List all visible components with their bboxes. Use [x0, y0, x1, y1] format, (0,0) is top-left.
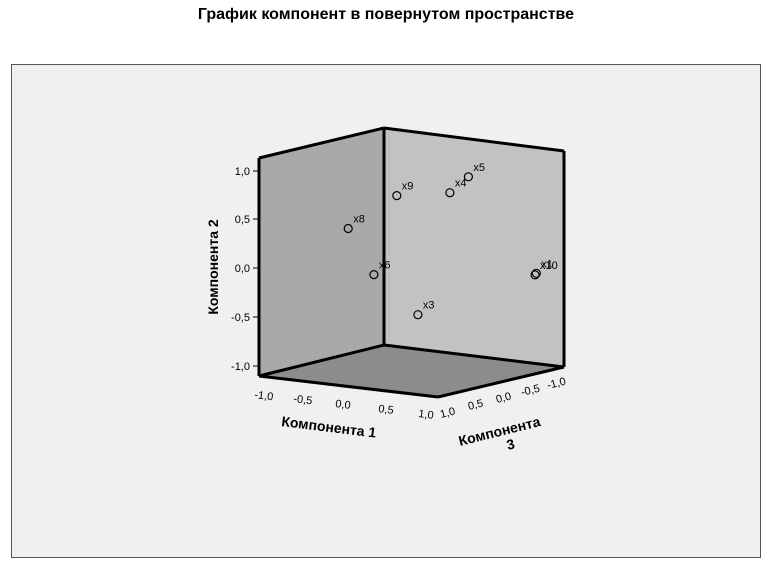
- z-tick-label: -1,0: [546, 376, 567, 392]
- edge-floor-front-left: [258, 374, 439, 399]
- y-tick-label: -1,0: [231, 361, 250, 373]
- data-point-x6: [369, 270, 379, 280]
- x-tick-label: 1,0: [418, 408, 435, 422]
- y-tick-label: -0,5: [231, 312, 250, 324]
- y-tick-label: 0,5: [235, 214, 250, 226]
- y-tick-label: 0,0: [235, 263, 250, 275]
- data-point-x10: [530, 270, 540, 280]
- data-point-x5: [463, 172, 473, 182]
- data-point-x9: [392, 191, 402, 201]
- z-tick-label: 0,0: [495, 391, 513, 406]
- point-label-x6: x6: [379, 260, 391, 272]
- point-label-x5: x5: [473, 162, 485, 174]
- data-point-x4: [445, 188, 455, 198]
- x-tick-label: -1,0: [254, 389, 274, 403]
- edge-top-left: [258, 126, 385, 160]
- point-label-x9: x9: [402, 181, 414, 193]
- z-axis-label-line2: 3: [505, 435, 517, 452]
- data-point-x3: [413, 310, 423, 320]
- point-label-x8: x8: [353, 214, 365, 226]
- chart-title: График компонент в повернутом пространст…: [197, 6, 575, 23]
- right-wall: [384, 128, 564, 367]
- x-tick-label: 0,5: [378, 403, 395, 417]
- point-label-x1: x1: [541, 258, 553, 270]
- left-wall: [259, 128, 384, 376]
- edge-floor-front-right: [437, 365, 565, 399]
- x-tick-label: -0,5: [293, 393, 313, 407]
- edge-floor-back-left: [258, 343, 385, 378]
- point-label-x3: x3: [423, 300, 435, 312]
- edge-floor-back-right: [383, 343, 565, 369]
- z-tick-label: 0,5: [467, 398, 485, 413]
- x-tick-label: 0,0: [335, 398, 352, 412]
- data-point-x1: [531, 268, 541, 278]
- point-label-x4: x4: [455, 178, 467, 190]
- point-label-x10: x10: [540, 260, 558, 272]
- z-tick-label: 1,0: [439, 406, 457, 421]
- y-tick-label: 1,0: [235, 166, 250, 178]
- y-axis-label: Компонента 2: [205, 219, 221, 315]
- edge-top-right: [383, 126, 565, 153]
- x-axis-label: Компонента 1: [281, 413, 378, 441]
- data-point-x8: [343, 223, 353, 234]
- z-tick-label: -0,5: [520, 383, 541, 399]
- z-axis-label: Компонента: [457, 413, 542, 449]
